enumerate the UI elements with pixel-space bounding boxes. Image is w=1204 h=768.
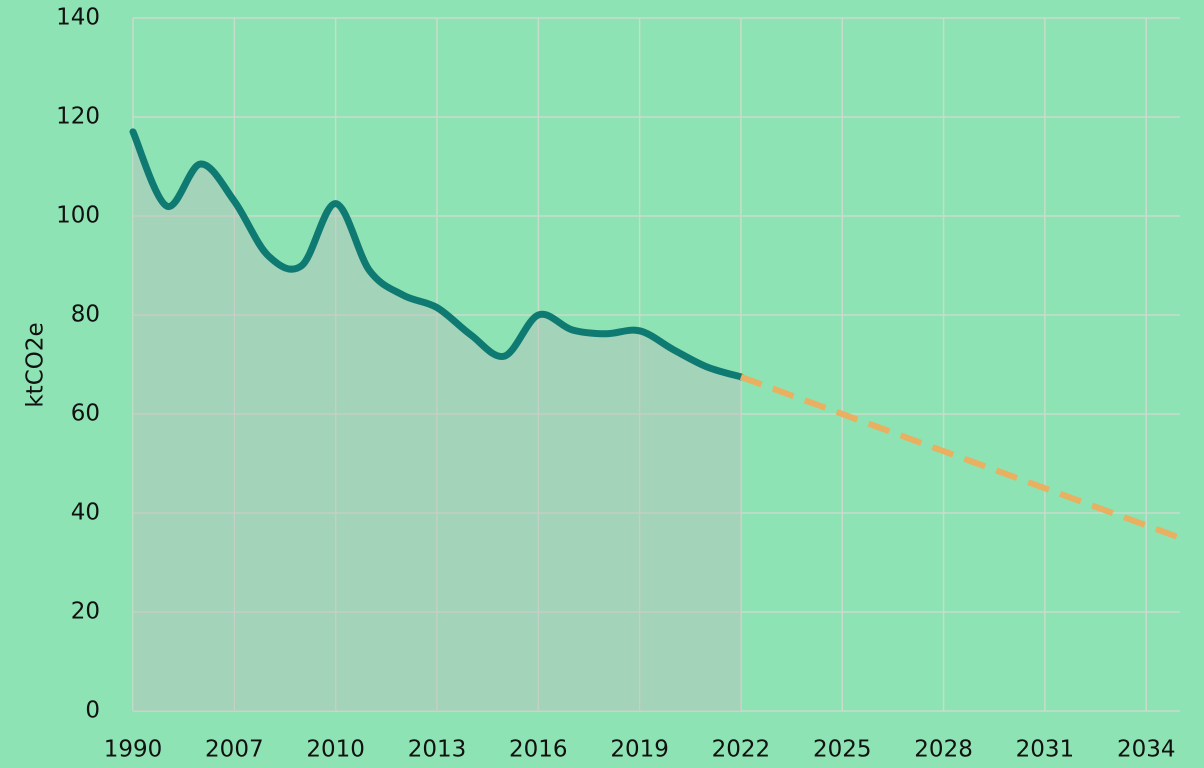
x-tick-label: 2022 (712, 737, 771, 763)
x-tick-label: 2031 (1016, 737, 1075, 763)
x-tick-label: 2010 (306, 737, 365, 763)
line (739, 374, 1182, 541)
x-tick-label: 2025 (813, 737, 872, 763)
y-tick-label: 80 (71, 302, 100, 328)
x-tick-label: 2028 (914, 737, 973, 763)
line (129, 128, 745, 381)
x-tick-label: 2007 (205, 737, 264, 763)
y-tick-label: 40 (71, 500, 100, 526)
y-tick-label: 120 (56, 104, 100, 130)
y-tick-label: 60 (71, 401, 100, 427)
y-tick-label: 140 (56, 5, 100, 31)
area (133, 131, 741, 712)
y-tick-label: 100 (56, 203, 100, 229)
y-tick-label: 0 (85, 698, 100, 724)
y-tick-label: 20 (71, 599, 100, 625)
x-tick-label: 1990 (104, 737, 163, 763)
x-tick-label: 2013 (408, 737, 467, 763)
x-tick-label: 2019 (610, 737, 669, 763)
x-tick-label: 2016 (509, 737, 568, 763)
x-tick-label: 2034 (1117, 737, 1176, 763)
y-axis-label: ktCO2e (23, 322, 49, 407)
